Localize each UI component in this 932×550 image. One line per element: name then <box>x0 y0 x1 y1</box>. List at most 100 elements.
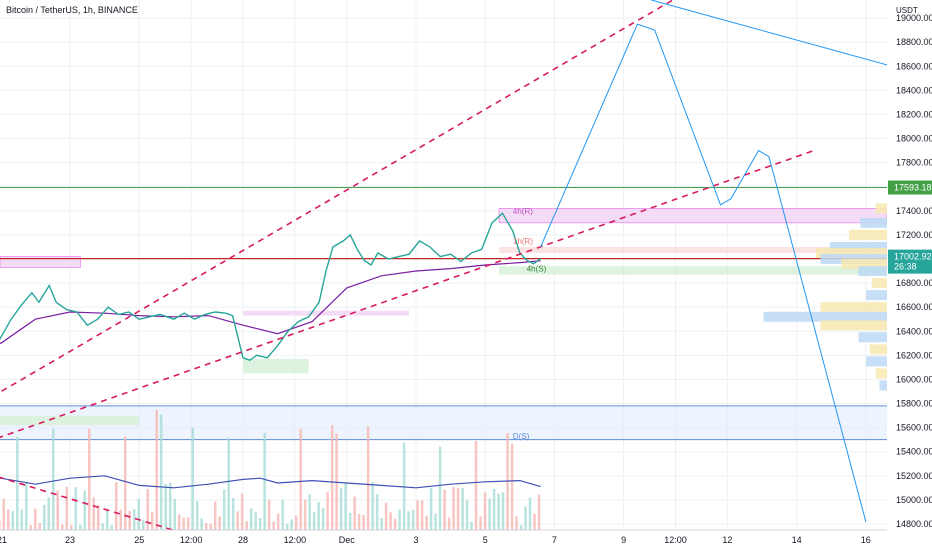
volume-bar <box>83 490 86 530</box>
upper-channel-trendline <box>0 0 675 394</box>
currency-label: USDT <box>896 6 918 15</box>
time-axis[interactable]: 21 23 25 12:00 28 12:00 Dec 3 5 7 9 12:00 12 14 16 <box>0 529 887 550</box>
volume-bar <box>380 518 383 530</box>
volume-bar <box>411 509 415 530</box>
volume-profile-bar <box>879 380 887 391</box>
resistance-box-1h <box>499 246 887 253</box>
volume-bar <box>519 524 523 530</box>
volume-bar <box>348 512 352 530</box>
volume-bar <box>362 515 365 530</box>
volume-bar <box>38 523 42 530</box>
daily-support-zone <box>0 405 887 440</box>
volume-bar <box>501 492 505 530</box>
volume-bar <box>447 517 451 530</box>
volume-bar <box>537 494 541 530</box>
current-price-tag <box>888 249 932 274</box>
volume-bar <box>78 524 82 530</box>
volume-bar <box>375 494 379 530</box>
volume-bar <box>443 489 446 530</box>
volume-bar <box>357 513 361 530</box>
price-tick-label: 14800.00 <box>896 519 932 529</box>
volume-bar <box>398 509 401 530</box>
volume-bar <box>434 513 437 530</box>
time-tick-label: 12:00 <box>284 535 307 545</box>
volume-bar <box>25 482 28 530</box>
volume-bar <box>371 482 374 530</box>
volume-bar <box>110 525 113 530</box>
volume-bar <box>438 446 442 530</box>
volume-bar <box>213 501 217 530</box>
volume-bars <box>0 409 541 530</box>
volume-bar <box>164 484 167 530</box>
volume-bar <box>200 518 203 530</box>
projection-lines[interactable] <box>540 0 901 522</box>
time-tick-label: 25 <box>134 535 144 545</box>
volume-bar <box>461 487 464 530</box>
price-tick-label: 15000.00 <box>896 495 932 505</box>
volume-bar <box>195 500 199 530</box>
price-tick-label: 15200.00 <box>896 471 932 481</box>
price-axis[interactable]: 14800.00 15000.00 15200.00 15400.00 15600.00… <box>887 0 932 550</box>
symbol-title: Bitcoin / TetherUS, 1h, BINANCE <box>6 5 138 15</box>
volume-bar <box>281 499 284 530</box>
volume-bar <box>61 524 64 530</box>
volume-bar <box>240 493 244 530</box>
volume-bar <box>452 486 455 530</box>
volume-bar <box>299 429 302 530</box>
volume-bar <box>420 500 424 530</box>
price-tick-label: 17400.00 <box>896 206 932 216</box>
volume-bar <box>16 436 19 530</box>
descending-trendline[interactable] <box>651 0 901 70</box>
left-resistance-box <box>0 256 81 268</box>
price-tick-label: 16600.00 <box>896 302 932 312</box>
volume-bar <box>317 502 320 530</box>
volume-bar <box>155 409 158 530</box>
volume-bar <box>488 498 491 530</box>
volume-bar <box>0 519 1 530</box>
volume-profile-bar <box>815 247 887 258</box>
volume-bar <box>533 513 536 530</box>
volume-bar <box>29 525 33 530</box>
bottom-trendline <box>0 476 181 534</box>
time-tick-label: 16 <box>861 535 871 545</box>
projection-path[interactable] <box>540 23 867 522</box>
volume-profile-bar <box>858 266 887 277</box>
resistance-box-4h <box>498 208 888 224</box>
volume-bar <box>303 499 307 530</box>
volume-bar <box>429 487 433 530</box>
volume-bar <box>7 509 10 530</box>
volume-profile-bar <box>875 203 887 214</box>
volume-bar <box>47 497 51 530</box>
price-tick-label: 16800.00 <box>896 278 932 288</box>
volume-bar <box>456 488 460 530</box>
volume-bar <box>43 505 46 530</box>
volume-bar <box>267 499 271 530</box>
volume-bar <box>52 428 55 530</box>
price-tick-label: 18000.00 <box>896 134 932 144</box>
volume-bar <box>231 497 235 530</box>
volume-bar <box>510 443 514 530</box>
price-tick-label: 17800.00 <box>896 158 932 168</box>
volume-bar <box>227 437 230 530</box>
volume-bar <box>92 497 95 530</box>
volume-bar <box>353 496 356 530</box>
volume-bar <box>524 506 527 530</box>
volume-bar <box>2 498 6 530</box>
volume-bar <box>254 511 257 530</box>
time-tick-label: 9 <box>621 535 626 545</box>
chart-labels: 4h(R) 1h(R) 4h(S) D(S) <box>513 207 547 441</box>
time-tick-label: 12:00 <box>180 535 203 545</box>
price-tick-label: 16200.00 <box>896 350 932 360</box>
volume-bar <box>159 414 163 530</box>
volume-bar <box>114 482 118 530</box>
price-tick-label: 19000.00 <box>896 13 932 23</box>
volume-bar <box>470 521 473 530</box>
time-tick-label: 12 <box>722 535 732 545</box>
volume-bar <box>105 508 109 530</box>
volume-bar <box>276 513 280 530</box>
volume-profile-bar <box>849 229 887 240</box>
volume-bar <box>186 517 190 530</box>
indicator-lines <box>0 0 815 534</box>
